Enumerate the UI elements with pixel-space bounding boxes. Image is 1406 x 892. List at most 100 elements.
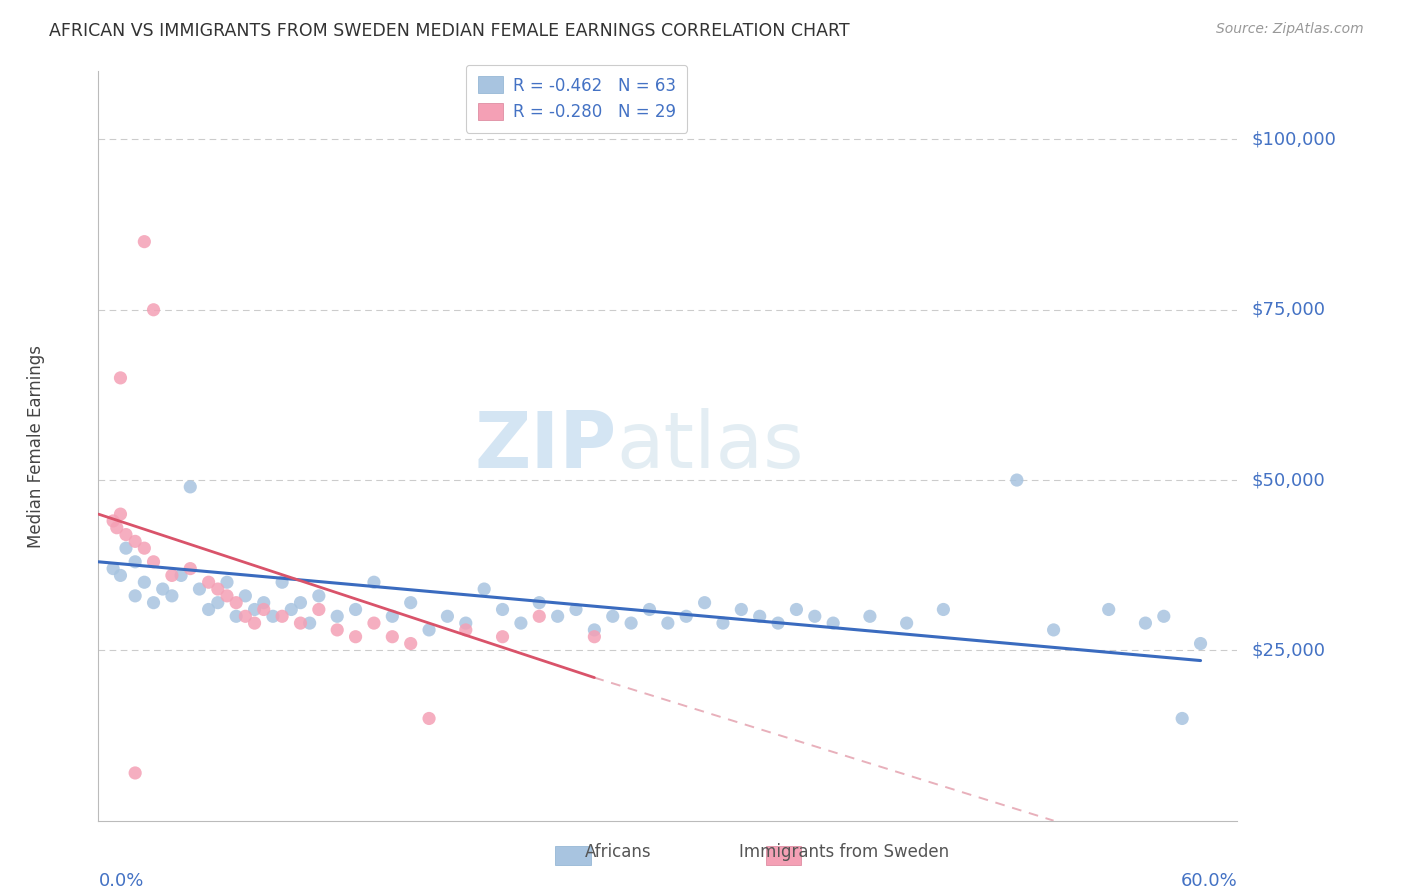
Point	[124, 589, 146, 603]
Point	[418, 623, 440, 637]
Point	[804, 609, 827, 624]
Point	[179, 561, 201, 575]
Point	[308, 602, 330, 616]
Point	[152, 582, 174, 596]
Point	[859, 609, 882, 624]
Point	[160, 589, 183, 603]
Point	[124, 766, 146, 780]
Point	[280, 602, 302, 616]
Point	[124, 534, 146, 549]
Point	[179, 480, 201, 494]
Point	[170, 568, 193, 582]
Point	[207, 596, 229, 610]
Point	[215, 575, 238, 590]
Point	[197, 575, 219, 590]
Point	[454, 616, 477, 631]
Point	[399, 636, 422, 650]
Point	[1098, 602, 1121, 616]
Point	[693, 596, 716, 610]
Point	[399, 596, 422, 610]
Point	[1153, 609, 1175, 624]
Point	[290, 616, 312, 631]
Point	[253, 596, 276, 610]
Point	[472, 582, 495, 596]
Point	[207, 582, 229, 596]
Point	[134, 575, 156, 590]
Text: $25,000: $25,000	[1251, 641, 1326, 659]
Text: ZIP: ZIP	[474, 408, 617, 484]
Point	[491, 630, 513, 644]
Point	[262, 609, 284, 624]
Point	[1135, 616, 1157, 631]
Point	[583, 630, 606, 644]
Point	[326, 609, 349, 624]
Point	[1042, 623, 1064, 637]
Text: Africans: Africans	[585, 843, 652, 861]
Point	[565, 602, 588, 616]
Text: Immigrants from Sweden: Immigrants from Sweden	[738, 843, 949, 861]
Point	[271, 575, 294, 590]
Point	[1005, 473, 1028, 487]
Text: Median Female Earnings: Median Female Earnings	[27, 344, 45, 548]
Point	[896, 616, 918, 631]
Point	[766, 616, 789, 631]
Point	[381, 630, 404, 644]
Point	[1171, 711, 1194, 725]
Point	[730, 602, 752, 616]
Point	[110, 507, 132, 521]
Point	[142, 555, 165, 569]
Point	[657, 616, 679, 631]
Text: $75,000: $75,000	[1251, 301, 1326, 318]
Point	[225, 609, 247, 624]
Point	[271, 609, 294, 624]
Point	[134, 235, 156, 249]
Point	[711, 616, 734, 631]
Point	[344, 602, 367, 616]
Point	[124, 555, 146, 569]
Point	[105, 521, 128, 535]
Point	[932, 602, 955, 616]
Point	[110, 371, 132, 385]
Text: Source: ZipAtlas.com: Source: ZipAtlas.com	[1216, 22, 1364, 37]
Point	[215, 589, 238, 603]
Point	[110, 568, 132, 582]
Point	[344, 630, 367, 644]
Point	[197, 602, 219, 616]
Point	[134, 541, 156, 556]
Point	[547, 609, 569, 624]
Point	[160, 568, 183, 582]
Point	[418, 711, 440, 725]
Point	[188, 582, 211, 596]
Point	[142, 596, 165, 610]
Point	[290, 596, 312, 610]
Point	[529, 596, 551, 610]
Point	[491, 602, 513, 616]
Point	[326, 623, 349, 637]
Text: $100,000: $100,000	[1251, 130, 1337, 148]
Point	[583, 623, 606, 637]
Point	[243, 602, 266, 616]
Text: atlas: atlas	[617, 408, 804, 484]
Point	[115, 527, 138, 541]
Legend: R = -0.462   N = 63, R = -0.280   N = 29: R = -0.462 N = 63, R = -0.280 N = 29	[465, 65, 688, 133]
Point	[142, 302, 165, 317]
Text: 60.0%: 60.0%	[1181, 871, 1237, 889]
Point	[101, 514, 124, 528]
Text: $50,000: $50,000	[1251, 471, 1326, 489]
Point	[298, 616, 321, 631]
Point	[363, 616, 385, 631]
Point	[823, 616, 845, 631]
Text: 0.0%: 0.0%	[98, 871, 143, 889]
Point	[638, 602, 661, 616]
Point	[243, 616, 266, 631]
Point	[225, 596, 247, 610]
Point	[785, 602, 807, 616]
Point	[308, 589, 330, 603]
Point	[1189, 636, 1212, 650]
Point	[509, 616, 531, 631]
Point	[529, 609, 551, 624]
Point	[101, 561, 124, 575]
Text: AFRICAN VS IMMIGRANTS FROM SWEDEN MEDIAN FEMALE EARNINGS CORRELATION CHART: AFRICAN VS IMMIGRANTS FROM SWEDEN MEDIAN…	[49, 22, 849, 40]
Point	[748, 609, 770, 624]
Point	[235, 609, 257, 624]
